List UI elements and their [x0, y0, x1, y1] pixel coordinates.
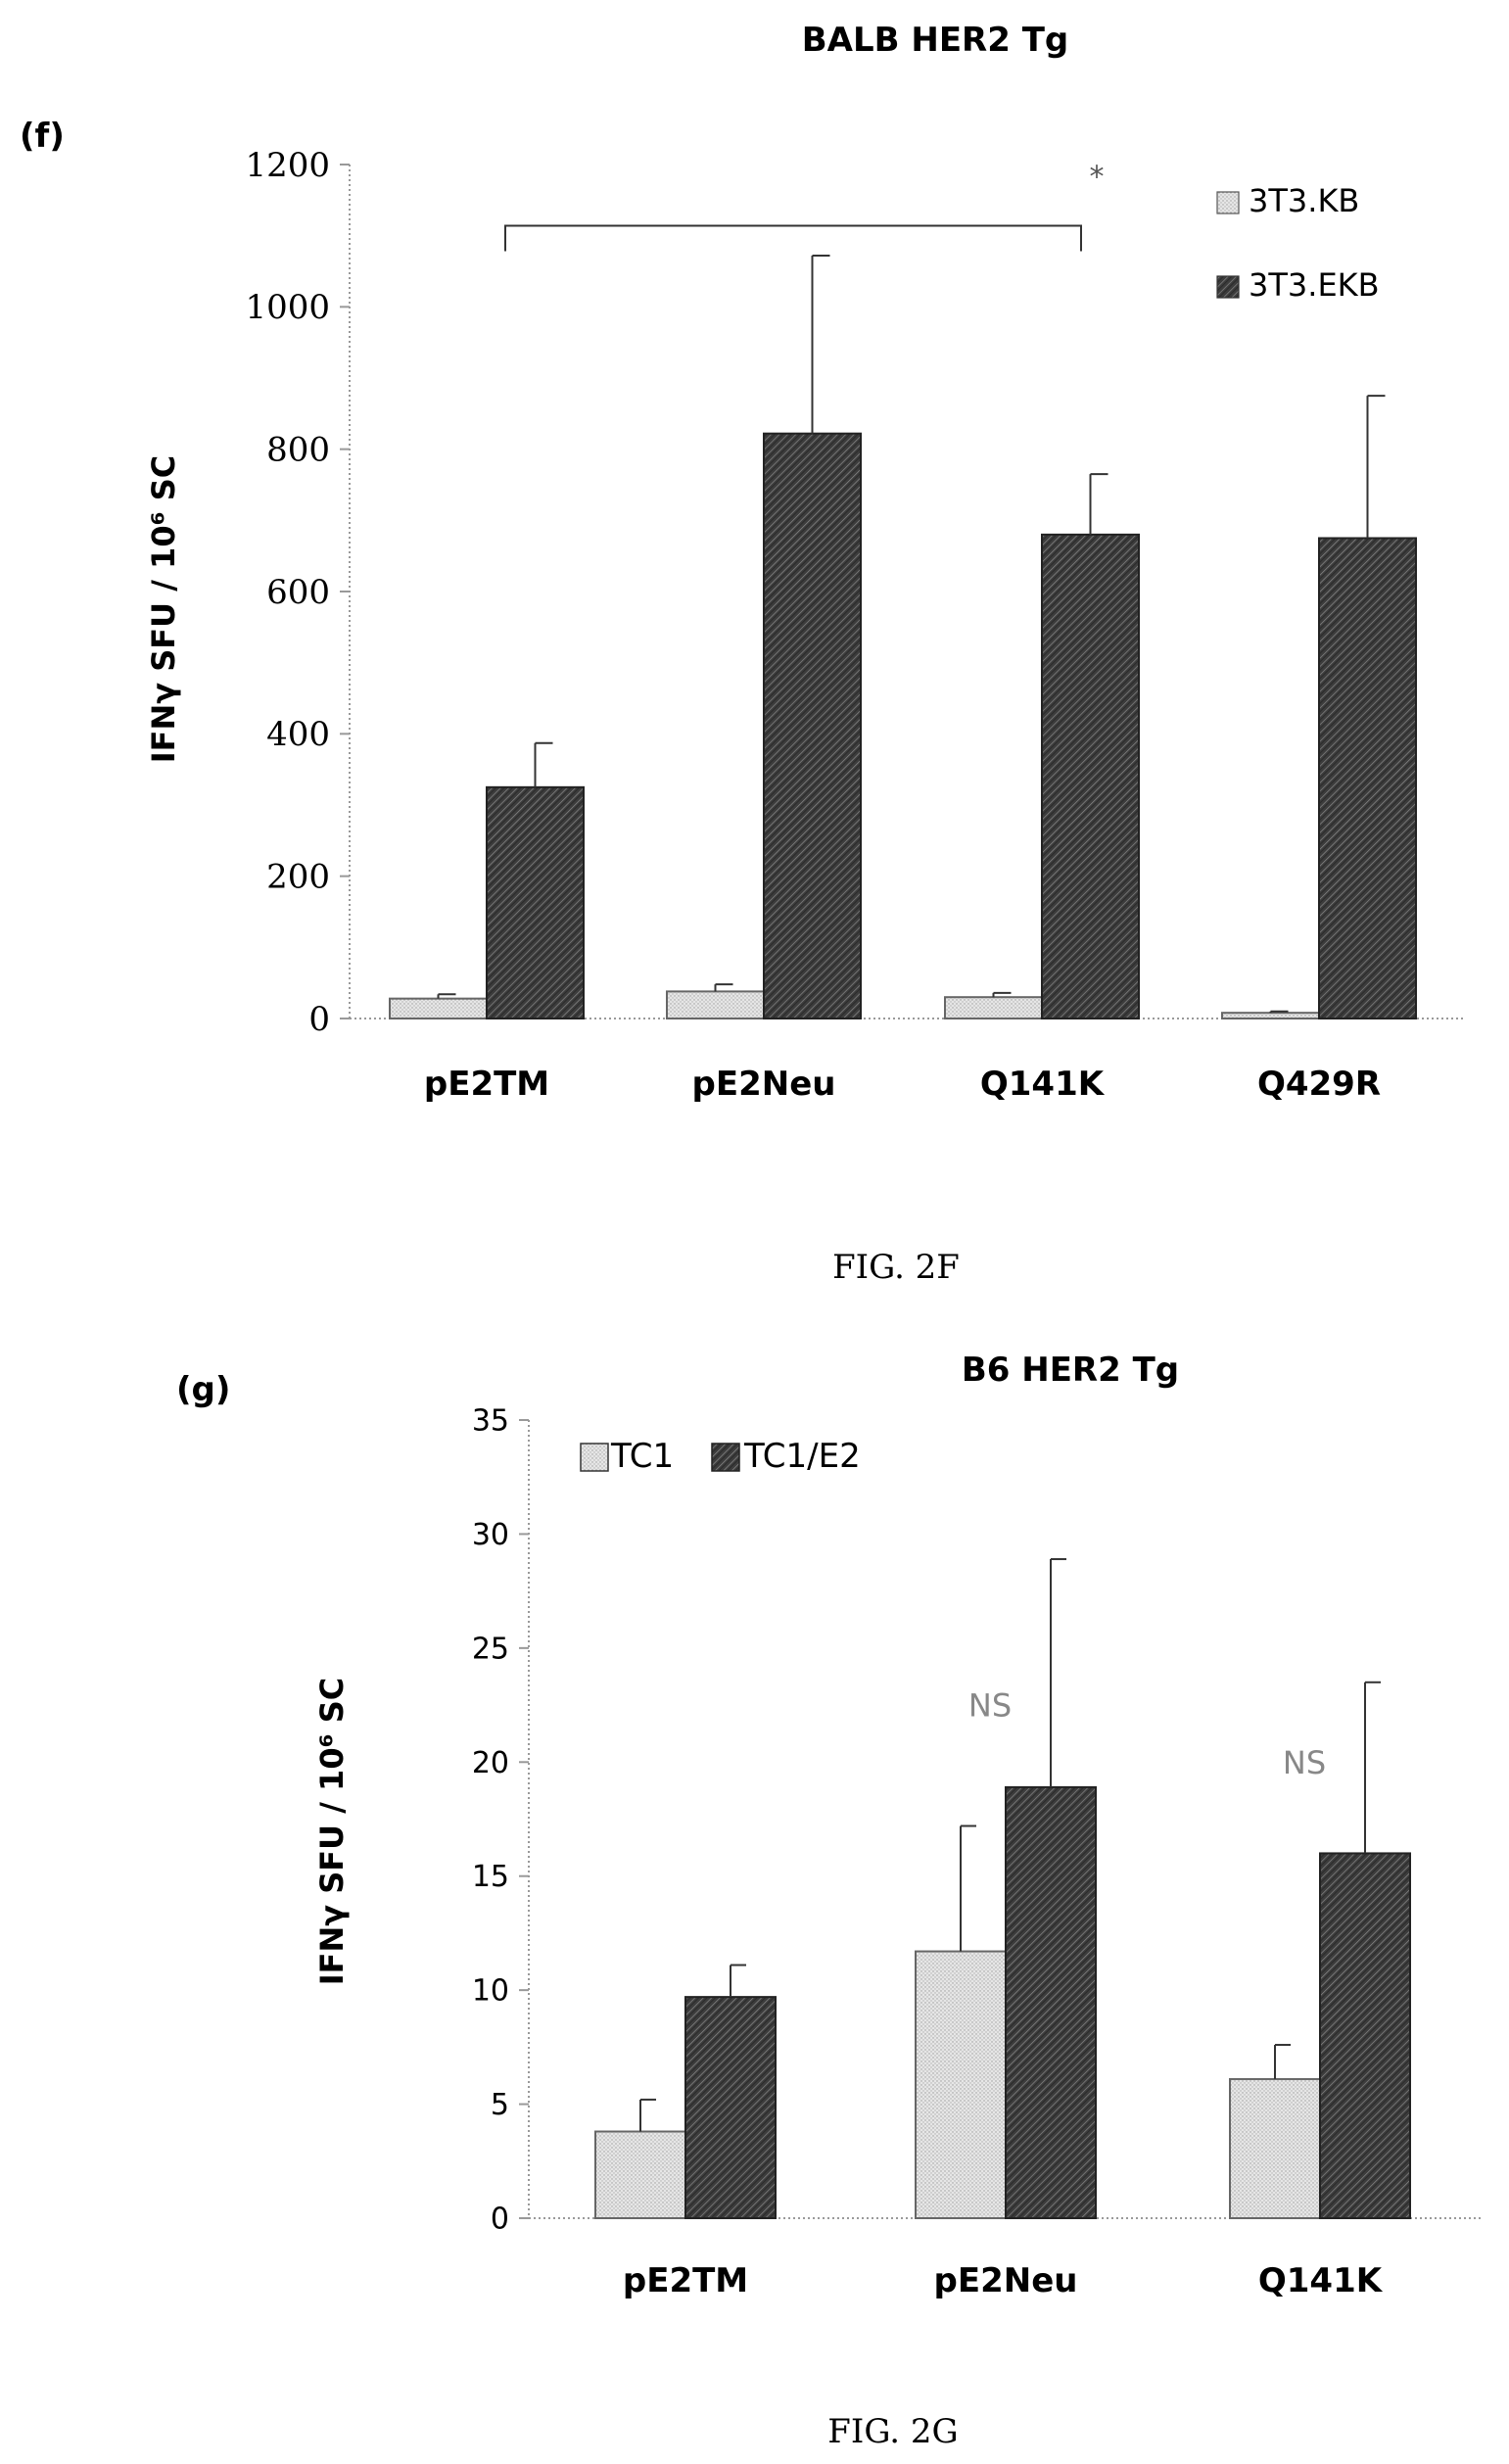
- y-tick-label: 1200: [245, 146, 330, 185]
- y-tick-label: 800: [266, 431, 330, 470]
- y-tick-label: 200: [266, 858, 330, 897]
- y-axis: 0 200 400 600 800 1000 1200: [245, 146, 351, 1039]
- bars: [389, 255, 1417, 1020]
- y-tick-label: 20: [472, 1746, 509, 1780]
- panel-label: (f): [20, 117, 65, 156]
- bar-tc1-q141k: [1229, 2077, 1321, 2219]
- chart-b6-her2: B6 HER2 Tg (g) IFNγ SFU / 10⁶ SC 0 5 10 15 2…: [176, 1350, 1484, 2451]
- x-tick-label-q141k: Q141K: [1258, 2261, 1384, 2300]
- y-tick-label: 35: [472, 1404, 509, 1439]
- legend: 3T3.KB 3T3.EKB: [1216, 182, 1380, 304]
- y-axis: 0 5 10 15 20 25 30 35: [472, 1404, 530, 2237]
- bars: [594, 1558, 1411, 2220]
- chart-title: B6 HER2 Tg: [962, 1350, 1179, 1390]
- bar-3t3-kb-pe2neu: [666, 990, 765, 1019]
- x-tick-label-q141k: Q141K: [980, 1065, 1106, 1104]
- y-tick-label: 25: [472, 1632, 509, 1666]
- figure-caption: FIG. 2G: [827, 2412, 958, 2451]
- y-tick-label: 15: [472, 1860, 509, 1894]
- figure-caption: FIG. 2F: [832, 1248, 960, 1287]
- y-tick-label: 0: [491, 2203, 509, 2237]
- x-tick-label-pe2neu: pE2Neu: [692, 1065, 836, 1104]
- legend-swatch-3t3ekb: [1216, 275, 1240, 299]
- ns-annotation-pe2neu: NS: [968, 1687, 1012, 1725]
- bracket-line: [504, 224, 1082, 252]
- chart-balb-her2: BALB HER2 Tg (f) IFNγ SFU / 10⁶ SC 0 200 4…: [20, 21, 1464, 1287]
- bar-3t3-kb-q429r: [1221, 1012, 1320, 1019]
- bar-3t3-ekb-q429r: [1318, 537, 1417, 1019]
- legend-label-3t3ekb: 3T3.EKB: [1249, 266, 1380, 304]
- panel-label: (g): [176, 1370, 230, 1409]
- y-axis-label: IFNγ SFU / 10⁶ SC: [145, 455, 182, 764]
- bar-tc1-e2-q141k: [1319, 1852, 1411, 2220]
- bar-3t3-ekb-q141k: [1041, 533, 1140, 1019]
- y-tick-label: 5: [491, 2088, 509, 2122]
- annotations: NS NS: [968, 1687, 1326, 1781]
- x-tick-label-pe2neu: pE2Neu: [934, 2261, 1078, 2300]
- legend-label-3t3kb: 3T3.KB: [1249, 182, 1359, 219]
- bar-tc1-e2-pe2neu: [1005, 1785, 1097, 2220]
- legend: TC1 TC1/E2: [580, 1437, 861, 1476]
- legend-label-tc1e2: TC1/E2: [743, 1437, 861, 1476]
- y-tick-label: 1000: [245, 288, 330, 327]
- chart-title: BALB HER2 Tg: [802, 21, 1069, 60]
- bar-tc1-e2-pe2tm: [684, 1996, 777, 2219]
- ns-annotation-q141k: NS: [1283, 1744, 1326, 1781]
- y-tick-label: 30: [472, 1518, 509, 1552]
- bar-3t3-ekb-pe2tm: [486, 785, 585, 1019]
- bar-tc1-pe2tm: [594, 2130, 686, 2220]
- legend-swatch-3t3kb: [1216, 191, 1240, 214]
- x-tick-label-pe2tm: pE2TM: [623, 2261, 748, 2300]
- x-tick-label-q429r: Q429R: [1257, 1065, 1381, 1104]
- bar-3t3-ekb-pe2neu: [763, 432, 862, 1019]
- y-axis-label: IFNγ SFU / 10⁶ SC: [313, 1678, 351, 1986]
- significance-bracket: *: [504, 161, 1105, 252]
- legend-swatch-tc1: [580, 1443, 609, 1472]
- bar-3t3-kb-pe2tm: [389, 997, 488, 1019]
- x-tick-label-pe2tm: pE2TM: [424, 1065, 549, 1104]
- legend-label-tc1: TC1: [610, 1437, 674, 1476]
- x-tick-labels: pE2TM pE2Neu Q141K: [623, 2261, 1384, 2300]
- bar-tc1-pe2neu: [915, 1950, 1007, 2219]
- y-tick-label: 400: [266, 715, 330, 754]
- x-tick-labels: pE2TM pE2Neu Q141K Q429R: [424, 1065, 1381, 1104]
- bar-3t3-kb-q141k: [944, 996, 1043, 1020]
- significance-star: *: [1090, 161, 1105, 195]
- y-tick-label: 0: [308, 1000, 330, 1039]
- y-tick-label: 10: [472, 1974, 509, 2009]
- y-tick-label: 600: [266, 573, 330, 612]
- legend-swatch-tc1e2: [711, 1443, 740, 1472]
